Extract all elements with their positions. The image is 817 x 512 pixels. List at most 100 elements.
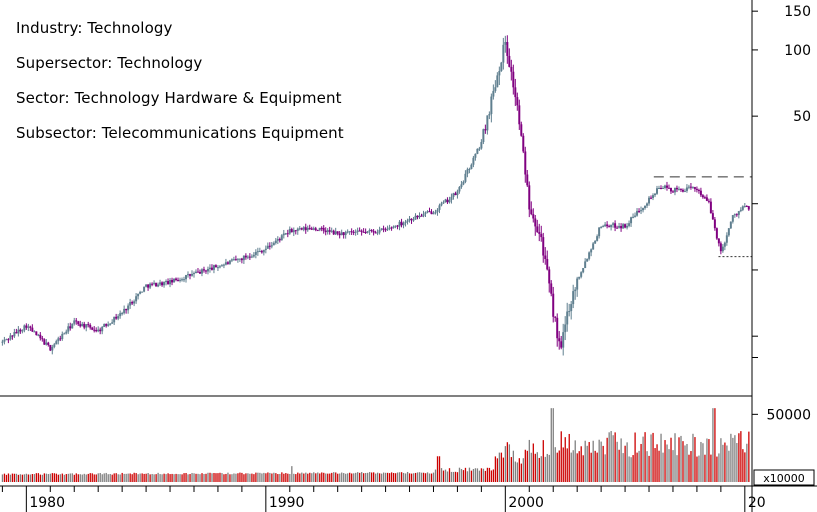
volume-bar bbox=[31, 474, 34, 482]
price-candle bbox=[314, 228, 317, 231]
price-candle bbox=[15, 332, 18, 334]
price-candle bbox=[37, 334, 40, 336]
price-candle bbox=[743, 206, 746, 208]
price-candle bbox=[446, 199, 449, 203]
price-candle bbox=[240, 258, 243, 261]
volume-bar bbox=[444, 469, 447, 482]
volume-bar bbox=[237, 473, 239, 482]
volume-bar bbox=[339, 473, 341, 482]
volume-bar bbox=[642, 436, 644, 482]
volume-bar bbox=[57, 474, 59, 482]
price-candle bbox=[568, 311, 571, 313]
volume-bar bbox=[456, 472, 459, 482]
volume-bar bbox=[606, 437, 608, 482]
price-candle bbox=[709, 201, 712, 214]
volume-bar bbox=[313, 472, 315, 482]
price-candle bbox=[11, 335, 14, 337]
volume-bar bbox=[704, 454, 706, 482]
price-candle bbox=[504, 41, 507, 45]
volume-bar bbox=[526, 450, 528, 482]
volume-bar bbox=[293, 473, 295, 482]
volume-bar bbox=[65, 474, 67, 482]
price-candle bbox=[608, 226, 611, 228]
volume-bar bbox=[85, 474, 87, 482]
price-candle bbox=[204, 270, 207, 272]
price-candle bbox=[210, 267, 213, 270]
price-candle bbox=[25, 325, 28, 328]
price-candle bbox=[644, 205, 647, 209]
price-candle bbox=[396, 225, 399, 227]
volume-bar bbox=[21, 474, 24, 482]
volume-bar bbox=[674, 433, 676, 482]
price-candle bbox=[508, 55, 511, 67]
volume-bar bbox=[504, 446, 507, 482]
price-candle bbox=[610, 224, 613, 228]
price-candle bbox=[300, 228, 303, 230]
price-candle bbox=[524, 151, 527, 175]
volume-bar bbox=[672, 450, 674, 482]
price-candle bbox=[35, 331, 38, 336]
volume-bar bbox=[686, 443, 688, 482]
price-candle bbox=[366, 231, 369, 233]
price-candle bbox=[566, 311, 569, 325]
volume-bar bbox=[5, 474, 8, 482]
price-candle bbox=[703, 197, 706, 199]
volume-bar bbox=[375, 473, 377, 482]
volume-bar bbox=[426, 472, 429, 482]
volume-bar bbox=[9, 474, 12, 482]
volume-bar bbox=[434, 469, 437, 482]
volume-bar bbox=[514, 461, 517, 482]
volume-bar bbox=[369, 472, 371, 482]
price-candle bbox=[727, 228, 730, 236]
price-candle bbox=[260, 251, 263, 253]
price-candle bbox=[604, 224, 607, 227]
price-candle bbox=[412, 219, 415, 221]
price-candle bbox=[284, 233, 287, 235]
volume-bar bbox=[307, 473, 309, 482]
price-candle bbox=[484, 129, 487, 131]
volume-bar bbox=[87, 473, 89, 482]
volume-bar bbox=[73, 474, 75, 482]
volume-bar bbox=[482, 468, 485, 482]
volume-bar bbox=[15, 473, 18, 482]
volume-bar bbox=[440, 468, 443, 482]
volume-bar bbox=[55, 473, 57, 482]
volume-bar bbox=[710, 454, 712, 482]
volume-bar bbox=[33, 474, 36, 482]
price-candle bbox=[109, 323, 112, 325]
volume-bar bbox=[149, 474, 151, 482]
price-candle bbox=[206, 268, 209, 272]
price-candle bbox=[153, 282, 156, 284]
volume-bar bbox=[574, 440, 576, 482]
volume-bar bbox=[714, 408, 716, 482]
price-candle bbox=[252, 254, 255, 257]
price-candle bbox=[586, 258, 589, 262]
price-candle bbox=[190, 273, 193, 276]
price-candle bbox=[598, 227, 601, 237]
price-candle bbox=[91, 327, 94, 330]
price-candle bbox=[468, 168, 471, 170]
price-candle bbox=[466, 169, 469, 174]
price-candle bbox=[652, 195, 655, 199]
price-candle bbox=[302, 227, 305, 230]
volume-bar bbox=[115, 473, 117, 482]
price-candle bbox=[386, 228, 389, 230]
price-candle bbox=[67, 326, 70, 332]
price-candle bbox=[119, 313, 122, 317]
price-candle bbox=[348, 231, 351, 233]
volume-bar bbox=[592, 440, 594, 482]
price-candle bbox=[452, 193, 455, 197]
volume-bar bbox=[424, 473, 427, 482]
price-candle bbox=[230, 259, 233, 261]
price-candle bbox=[394, 225, 397, 227]
price-candle bbox=[512, 71, 515, 88]
volume-bar bbox=[644, 432, 646, 482]
volume-bar bbox=[678, 437, 680, 482]
volume-bar bbox=[175, 473, 177, 482]
volume-bar bbox=[347, 473, 349, 482]
price-candle bbox=[3, 339, 6, 342]
price-candle bbox=[177, 279, 180, 281]
volume-bar bbox=[133, 472, 135, 482]
price-candle bbox=[492, 90, 495, 97]
price-candle bbox=[87, 324, 90, 326]
